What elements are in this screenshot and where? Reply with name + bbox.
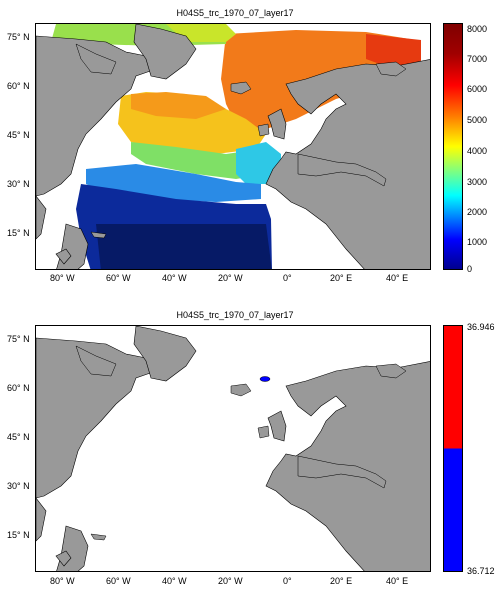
x-tick-label: 40° E — [386, 576, 409, 586]
colorbar-tick-label: 6000 — [467, 84, 488, 94]
map-canvas-bottom — [36, 326, 430, 571]
colorbar-tick-label: 0 — [467, 264, 473, 274]
x-tick-label: 80° W — [50, 273, 75, 283]
colorbar-top — [443, 23, 463, 270]
y-tick-label: 60° N — [7, 81, 30, 91]
x-tick-label: 0° — [283, 273, 292, 283]
x-tick-label: 60° W — [106, 273, 131, 283]
y-tick-label: 15° N — [7, 530, 30, 540]
colorbar-tick-label: 36.946 — [467, 322, 495, 332]
y-tick-label: 75° N — [7, 334, 30, 344]
colorbar-tick-label: 7000 — [467, 54, 488, 64]
map-panel-bottom — [35, 325, 431, 572]
x-tick-label: 60° W — [106, 576, 131, 586]
map-title-top: H04S5_trc_1970_07_layer17 — [176, 8, 294, 18]
x-tick-label: 40° W — [162, 273, 187, 283]
map-panel-top — [35, 23, 431, 270]
colorbar-tick-label: 8000 — [467, 24, 488, 34]
x-tick-label: 20° E — [330, 576, 353, 586]
y-tick-label: 45° N — [7, 130, 30, 140]
map-title-bottom: H04S5_trc_1970_07_layer17 — [176, 310, 294, 320]
y-tick-label: 45° N — [7, 432, 30, 442]
data-patch — [259, 376, 271, 382]
colorbar-tick-label: 1000 — [467, 237, 488, 247]
x-tick-label: 40° W — [162, 576, 187, 586]
colorbar-tick-label: 3000 — [467, 177, 488, 187]
x-tick-label: 20° W — [218, 273, 243, 283]
colorbar-tick-label: 5000 — [467, 115, 488, 125]
colorbar-tick-label: 4000 — [467, 146, 488, 156]
y-tick-label: 60° N — [7, 383, 30, 393]
colorbar-bottom — [443, 325, 463, 572]
x-tick-label: 80° W — [50, 576, 75, 586]
x-tick-label: 20° W — [218, 576, 243, 586]
y-tick-label: 30° N — [7, 179, 30, 189]
x-tick-label: 0° — [283, 576, 292, 586]
x-tick-label: 40° E — [386, 273, 409, 283]
y-tick-label: 15° N — [7, 228, 30, 238]
y-tick-label: 30° N — [7, 481, 30, 491]
x-tick-label: 20° E — [330, 273, 353, 283]
map-canvas-top — [36, 24, 430, 269]
colorbar-tick-label: 36.712 — [467, 566, 495, 576]
y-tick-label: 75° N — [7, 32, 30, 42]
colorbar-tick-label: 2000 — [467, 207, 488, 217]
